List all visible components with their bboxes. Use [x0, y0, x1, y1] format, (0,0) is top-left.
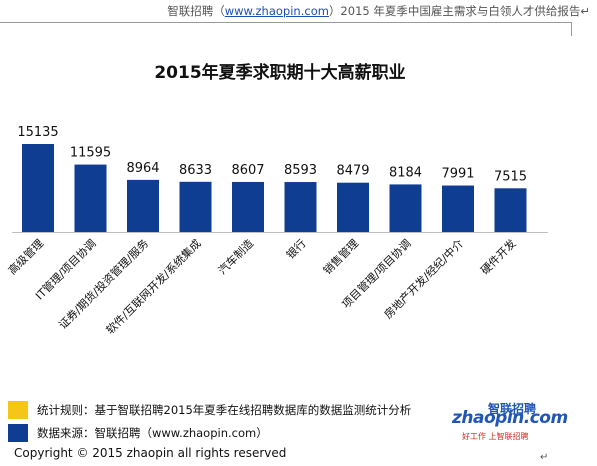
- data-label-5: 8593: [284, 163, 317, 178]
- bar-6: [337, 182, 369, 232]
- header-link[interactable]: www.zhaopin.com: [224, 4, 329, 18]
- legend-swatch-yellow: [8, 401, 28, 419]
- header-prefix: 智联招聘（: [167, 4, 225, 18]
- data-label-2: 8964: [126, 161, 159, 176]
- header-text: 智联招聘（www.zhaopin.com）2015 年夏季中国雇主需求与白领人才…: [40, 3, 590, 19]
- bar-7: [389, 184, 422, 232]
- data-label-7: 8184: [389, 165, 422, 180]
- logo-chinese-text: 智联招聘: [488, 402, 537, 416]
- header-corner-mark: [571, 22, 582, 36]
- bar-2: [127, 179, 159, 232]
- bar-3: [179, 181, 212, 232]
- copyright-text: Copyright © 2015 zhaopin all rights rese…: [14, 446, 287, 460]
- category-label-0: 高级管理: [5, 236, 46, 277]
- paragraph-mark: ↵: [540, 452, 549, 463]
- data-label-9: 7515: [494, 169, 527, 184]
- bar-chart: 15135高级管理11595IT管理/项目协调8964证券/期货/投资管理/服务…: [5, 125, 548, 337]
- category-label-5: 银行: [283, 236, 308, 261]
- logo-main-text: zhaopin.com: [452, 408, 568, 428]
- category-label-3: 软件/互联网开发/系统集成: [103, 236, 204, 337]
- data-label-8: 7991: [441, 167, 474, 182]
- data-label-6: 8479: [336, 164, 369, 179]
- bar-4: [232, 181, 264, 232]
- logo-slogan: 好工作 上智联招聘: [462, 432, 529, 441]
- zhaopin-logo: 智联招聘 zhaopin.com 好工作 上智联招聘: [452, 402, 568, 446]
- legend-text-source: 数据来源：智联招聘（www.zhaopin.com）: [37, 426, 268, 440]
- category-label-9: 硬件开发: [478, 236, 519, 277]
- legend-text-rule: 统计规则：基于智联招聘2015年夏季在线招聘数据库的数据监测统计分析: [37, 403, 412, 417]
- bar-9: [494, 188, 527, 232]
- data-label-1: 11595: [70, 146, 111, 161]
- category-label-2: 证券/期货/投资管理/服务: [56, 236, 152, 332]
- chart-title: 2015年夏季求职期十大高薪职业: [154, 63, 406, 83]
- data-label-4: 8607: [231, 163, 264, 178]
- header-suffix: ）2015 年夏季中国雇主需求与白领人才供给报告↵: [328, 4, 590, 18]
- bar-0: [22, 144, 54, 232]
- data-label-3: 8633: [179, 163, 212, 178]
- category-label-6: 销售管理: [320, 236, 361, 277]
- category-label-4: 汽车制造: [215, 236, 256, 277]
- header-rule: [0, 22, 572, 23]
- legend-swatch-blue: [8, 424, 28, 442]
- legend-row-source: 数据来源：智联招聘（www.zhaopin.com）: [8, 423, 268, 443]
- bar-8: [442, 185, 474, 232]
- bar-5: [284, 182, 317, 232]
- legend-row-rule: 统计规则：基于智联招聘2015年夏季在线招聘数据库的数据监测统计分析: [8, 400, 411, 420]
- data-label-0: 15135: [17, 125, 58, 140]
- bar-1: [74, 164, 107, 232]
